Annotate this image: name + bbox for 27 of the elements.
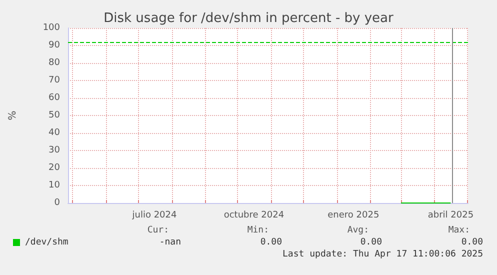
text: Last update: Thu Apr 17 11:00:06 2025 [282, 250, 483, 260]
text: 0.00 [260, 238, 282, 248]
y-tick-label: 60 [48, 93, 60, 103]
y-tick-label: 40 [48, 128, 60, 138]
text: Max: [448, 226, 470, 236]
text: 0.00 [360, 238, 382, 248]
x-tick-label: abril 2025 [428, 210, 474, 220]
text: Cur: [147, 226, 169, 236]
y-tick-label: 10 [48, 180, 60, 190]
y-tick-label: 30 [48, 146, 60, 156]
y-tick-label: 80 [48, 58, 60, 68]
y-tick-label: 20 [48, 163, 60, 173]
x-tick-label: octubre 2024 [224, 210, 284, 220]
text: Avg: [347, 226, 369, 236]
legend-label: /dev/shm [25, 238, 68, 248]
y-axis-title: % [8, 110, 18, 120]
chart-title: Disk usage for /dev/shm in percent - by year [104, 11, 394, 26]
x-tick-label: julio 2024 [131, 210, 177, 220]
y-tick-label: 50 [48, 110, 60, 120]
y-tick-label: 90 [48, 40, 60, 50]
y-tick-label: 70 [48, 76, 60, 86]
y-tick-label: 100 [42, 23, 60, 33]
text: -nan [159, 238, 181, 248]
x-tick-label: enero 2025 [328, 210, 380, 220]
y-tick-label: 0 [54, 198, 60, 208]
text: Min: [247, 226, 269, 236]
text: 0.00 [461, 238, 483, 248]
